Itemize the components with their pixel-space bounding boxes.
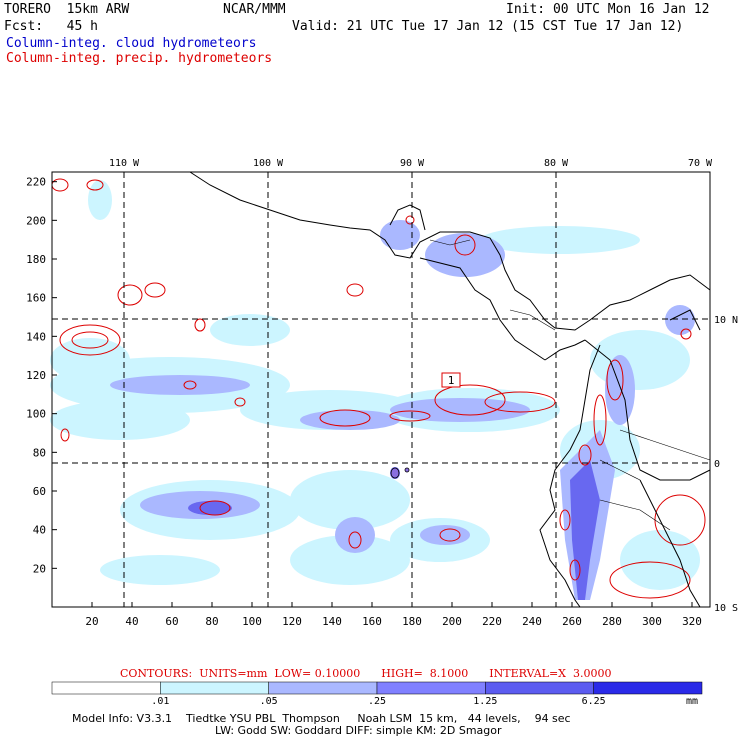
y-tick-label: 60 [33,485,46,498]
x-tick-label: 160 [362,615,382,628]
x-tick-label: 60 [165,615,178,628]
y-tick-label: 40 [33,524,46,537]
colorbar-tick-label: 6.25 [582,696,606,707]
valid-time: Valid: 21 UTC Tue 17 Jan 12 (15 CST Tue … [292,19,684,34]
x-tick-label: 280 [602,615,622,628]
colorbar-unit: mm [686,696,698,707]
longitude-label: 110 W [109,158,140,169]
y-tick-label: 220 [26,176,46,189]
y-tick-label: 120 [26,369,46,382]
x-tick-label: 260 [562,615,582,628]
longitude-label: 100 W [253,158,284,169]
x-tick-label: 180 [402,615,422,628]
x-tick-label: 320 [682,615,702,628]
plot-frame [51,171,711,608]
x-tick-label: 100 [242,615,262,628]
contour-info: CONTOURS: UNITS=mm LOW= 0.10000 HIGH= 8.… [120,667,611,680]
x-tick-label: 80 [205,615,218,628]
forecast-hour: Fcst: 45 h [4,19,98,34]
x-tick-label: 120 [282,615,302,628]
galapagos-islands [390,467,410,479]
contours-label: CONTOURS: [120,667,193,680]
colorbar: .01 .05 .25 1.25 6.25 mm [51,681,703,707]
y-tick-label: 100 [26,408,46,421]
model-info-line1: Model Info: V3.3.1 Tiedtke YSU PBL Thomp… [72,712,571,725]
y-tick-label: 80 [33,446,46,459]
longitude-labels: 110 W 100 W 90 W 80 W 70 W [109,158,713,169]
x-tick-label: 300 [642,615,662,628]
graticule [52,172,710,607]
y-tick-label: 140 [26,330,46,343]
organization: NCAR/MMM [223,2,286,17]
x-tick-label: 240 [522,615,542,628]
colorbar-swatch [376,681,486,695]
init-time: Init: 00 UTC Mon 16 Jan 12 [506,2,710,17]
colorbar-tick-label: .01 [151,696,169,707]
x-tick-label: 220 [482,615,502,628]
x-tick-label: 40 [125,615,138,628]
x-tick-label: 140 [322,615,342,628]
latitude-label: 0 [714,459,720,470]
field-precip-label: Column-integ. precip. hydrometeors [6,51,273,66]
coastlines [189,171,711,608]
contours-units: UNITS=mm [199,667,268,680]
y-tick-label: 20 [33,562,46,575]
x-tick-label: 200 [442,615,462,628]
y-tick-label: 200 [26,214,46,227]
colorbar-tick-label: .05 [260,696,278,707]
region-label: 1 [448,374,455,387]
contours-high: HIGH= 8.1000 [381,667,469,680]
y-tick-label: 160 [26,292,46,305]
contours-low: LOW= 0.10000 [274,667,361,680]
y-axis: 20 40 60 80 100 120 140 160 180 200 220 [26,176,57,575]
precip-contours [51,178,706,599]
colorbar-swatch [160,681,269,695]
colorbar-swatch [485,681,594,695]
longitude-label: 70 W [688,158,713,169]
y-tick-label: 180 [26,253,46,266]
longitude-label: 90 W [400,158,425,169]
latitude-label: 10 N [714,315,738,326]
cloud-field-light [50,180,700,590]
latitude-label: 10 S [714,603,738,614]
field-cloud-label: Column-integ. cloud hydrometeors [6,36,257,51]
x-axis: 20 40 60 80 100 120 140 160 180 200 220 240 260 280 30… [85,602,702,628]
colorbar-tick-label: 1.25 [473,696,497,707]
colorbar-swatch [268,681,378,695]
x-tick-label: 20 [85,615,98,628]
latitude-labels: 10 N 0 10 S [714,315,738,614]
colorbar-swatch [593,681,703,695]
longitude-label: 80 W [544,158,569,169]
model-name: TORERO 15km ARW [4,2,130,17]
contours-interval: INTERVAL=X 3.0000 [489,667,612,680]
region-label-box: 1 [441,372,461,388]
model-info-line2: LW: Godd SW: Goddard DIFF: simple KM: 2D… [215,724,502,737]
colorbar-swatch [51,681,161,695]
colorbar-tick-label: .25 [368,696,386,707]
